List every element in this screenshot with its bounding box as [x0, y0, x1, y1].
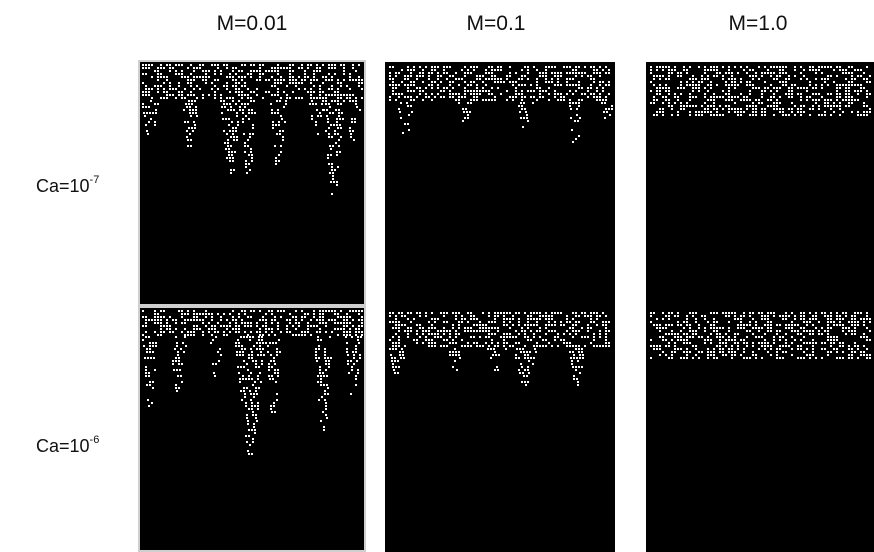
- invasion-pattern: [142, 310, 363, 455]
- row-label-base: Ca=10: [36, 176, 90, 196]
- panel-ca6-m10: [646, 308, 874, 552]
- invasion-pattern: [389, 312, 610, 386]
- invasion-pattern: [142, 64, 363, 195]
- panel-ca6-m01: [385, 308, 615, 552]
- row-label-ca-1e-6: Ca=10-6: [36, 434, 100, 457]
- invasion-pattern: [650, 66, 871, 116]
- panel-ca6-m001: [138, 306, 366, 552]
- invasion-pattern: [389, 66, 613, 143]
- row-label-exponent: -7: [89, 174, 100, 186]
- panel-ca7-m10: [646, 62, 874, 308]
- panel-ca7-m01: [385, 62, 615, 308]
- row-label-base: Ca=10: [36, 436, 90, 456]
- invasion-pattern: [650, 312, 871, 359]
- column-header-m-0-01: M=0.01: [216, 12, 288, 35]
- column-header-m-0-1: M=0.1: [466, 12, 526, 35]
- row-label-exponent: -6: [89, 434, 100, 446]
- panel-ca7-m001: [138, 60, 366, 306]
- column-header-m-1-0: M=1.0: [728, 12, 788, 35]
- row-label-ca-1e-7: Ca=10-7: [36, 174, 100, 197]
